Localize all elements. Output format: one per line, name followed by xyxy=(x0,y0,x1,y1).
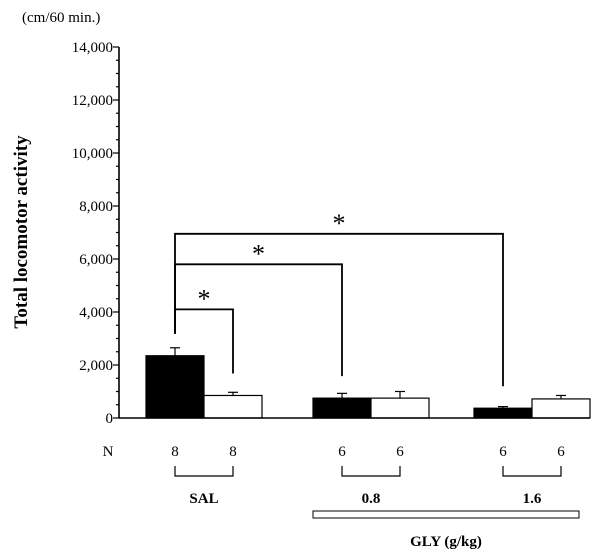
bar xyxy=(312,397,372,419)
n-label: 6 xyxy=(557,444,565,460)
y-tick-label: 2,000 xyxy=(79,358,113,374)
n-label: 8 xyxy=(229,444,237,460)
y-axis-label: Total locomotor activity xyxy=(11,135,32,329)
bar xyxy=(203,394,263,419)
significance-bracket xyxy=(174,232,504,387)
n-label: 6 xyxy=(338,444,346,460)
y-tick-label: 14,000 xyxy=(72,40,113,56)
group-bracket xyxy=(502,466,562,477)
y-axis-unit: (cm/60 min.) xyxy=(22,10,100,26)
bar xyxy=(531,398,591,419)
y-tick-label: 8,000 xyxy=(79,199,113,215)
significance-marker: * xyxy=(198,284,211,313)
y-tick-label: 0 xyxy=(106,411,114,427)
gly-label: GLY (g/kg) xyxy=(410,534,482,550)
n-label: 8 xyxy=(171,444,179,460)
n-label: 6 xyxy=(499,444,507,460)
gly-dose-bar xyxy=(312,510,580,519)
group-bracket xyxy=(341,466,401,477)
y-tick-label: 12,000 xyxy=(72,93,113,109)
bar xyxy=(473,407,533,419)
y-axis: 0 2,000 4,000 6,000 8,000 10,000 12,000 14,000 xyxy=(72,40,120,427)
group-label: 1.6 xyxy=(523,491,542,507)
bar xyxy=(370,397,430,419)
significance-marker: * xyxy=(333,209,346,238)
significance-marker: * xyxy=(252,239,265,268)
y-tick-label: 4,000 xyxy=(79,305,113,321)
significance-brackets: * * * xyxy=(174,209,504,387)
y-tick-label: 10,000 xyxy=(72,146,113,162)
n-header: N xyxy=(103,444,114,460)
bar xyxy=(145,355,205,419)
y-tick-label: 6,000 xyxy=(79,252,113,268)
bars xyxy=(119,347,591,419)
x-axis-labels: 8 8 SAL 6 6 0.8 6 6 1.6 N GLY (g/kg) xyxy=(103,444,580,550)
group-label: SAL xyxy=(189,491,218,507)
group-label: 0.8 xyxy=(362,491,381,507)
group-bracket xyxy=(174,466,234,477)
n-label: 6 xyxy=(396,444,404,460)
